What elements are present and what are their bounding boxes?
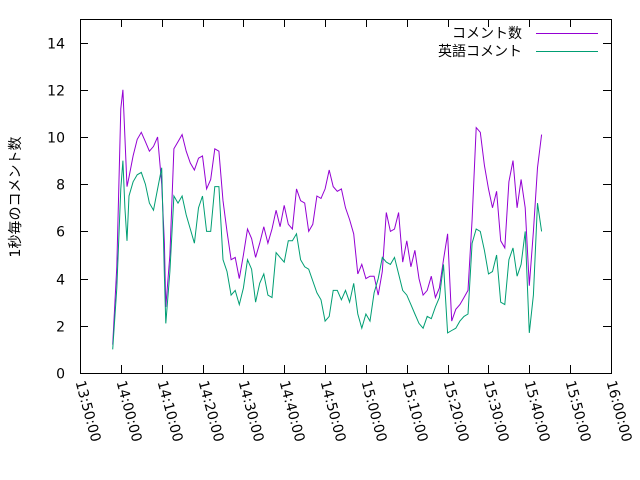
series-line-2 <box>112 160 543 350</box>
y-tick-label: 2 <box>56 320 65 336</box>
y-axis-title: 1秒毎のコメント数 <box>8 137 24 258</box>
y-tick-label: 6 <box>56 225 65 241</box>
legend-label-1: コメント数 <box>452 26 522 42</box>
y-tick-label: 14 <box>47 37 65 53</box>
y-tick-label: 4 <box>56 273 65 289</box>
y-tick-label: 12 <box>47 84 65 100</box>
legend-label-2: 英語コメント <box>438 43 522 60</box>
y-tick-label: 10 <box>47 131 65 147</box>
y-tick-label: 8 <box>56 178 65 194</box>
series-line-1 <box>112 89 543 345</box>
series-layer <box>112 89 543 350</box>
plot-frame <box>80 19 612 374</box>
y-tick-label: 0 <box>56 367 65 383</box>
y-axis: 0 2 4 6 8 10 12 14 <box>47 37 611 383</box>
